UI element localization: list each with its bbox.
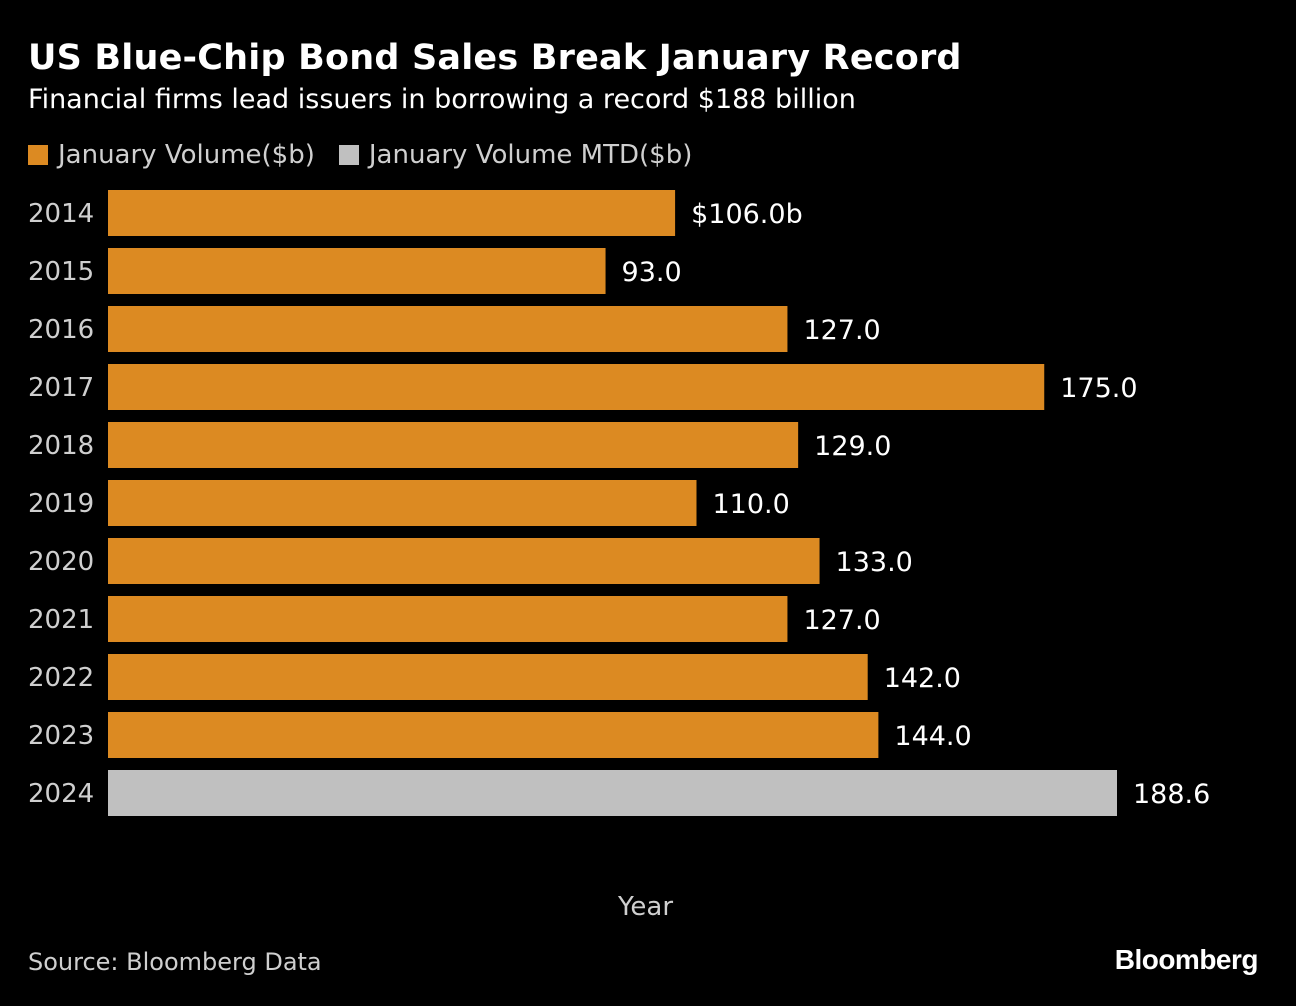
y-tick-label-2018: 2018: [28, 431, 94, 461]
y-tick-label-2023: 2023: [28, 721, 94, 751]
y-tick-label-2021: 2021: [28, 605, 94, 635]
bar-2022: [108, 654, 868, 700]
bar-chart: 2014 $106.0b 2015 93.0 2016 127.0 2017 175.0 201…: [28, 190, 1210, 816]
y-tick-label-2017: 2017: [28, 373, 94, 403]
chart-title: US Blue-Chip Bond Sales Break January Re…: [28, 38, 962, 78]
bar-2018: [108, 422, 799, 468]
data-label-2017: 175.0: [1060, 373, 1137, 404]
bar-2019: [108, 480, 697, 526]
legend-label-january-volume-mtd: January Volume MTD($b): [368, 140, 693, 170]
y-tick-label-2014: 2014: [28, 199, 94, 229]
bar-2021: [108, 596, 788, 642]
x-axis-label: Year: [618, 892, 674, 922]
legend-item-january-volume: January Volume($b): [28, 140, 315, 170]
data-label-2018: 129.0: [814, 431, 891, 462]
data-label-2016: 127.0: [803, 315, 880, 346]
bar-2015: [108, 248, 606, 294]
legend-swatch-january-volume-mtd: [338, 145, 359, 165]
bloomberg-logo: Bloomberg: [1114, 944, 1259, 975]
bar-2014: [108, 190, 676, 236]
data-label-2019: 110.0: [712, 489, 789, 520]
data-label-2014: $106.0b: [691, 199, 803, 230]
data-label-2022: 142.0: [884, 663, 961, 694]
bar-2024: [108, 770, 1117, 816]
legend-item-january-volume-mtd: January Volume MTD($b): [338, 140, 693, 170]
data-label-2023: 144.0: [894, 721, 971, 752]
bar-2016: [108, 306, 788, 352]
y-tick-label-2020: 2020: [28, 547, 94, 577]
source-note: Source: Bloomberg Data: [28, 948, 322, 976]
data-label-2020: 133.0: [836, 547, 913, 578]
y-tick-label-2015: 2015: [28, 257, 94, 287]
bar-2020: [108, 538, 820, 584]
legend-swatch-january-volume: [28, 145, 48, 165]
data-label-2021: 127.0: [803, 605, 880, 636]
data-label-2024: 188.6: [1133, 779, 1210, 810]
y-tick-label-2016: 2016: [28, 315, 94, 345]
legend: January Volume($b) January Volume MTD($b…: [28, 140, 716, 170]
y-tick-label-2019: 2019: [28, 489, 94, 519]
y-tick-label-2024: 2024: [28, 779, 94, 809]
data-label-2015: 93.0: [622, 257, 682, 288]
y-tick-label-2022: 2022: [28, 663, 94, 693]
bar-2017: [108, 364, 1045, 410]
bar-2023: [108, 712, 879, 758]
legend-label-january-volume: January Volume($b): [58, 140, 315, 170]
chart-subtitle: Financial firms lead issuers in borrowin…: [28, 84, 856, 115]
